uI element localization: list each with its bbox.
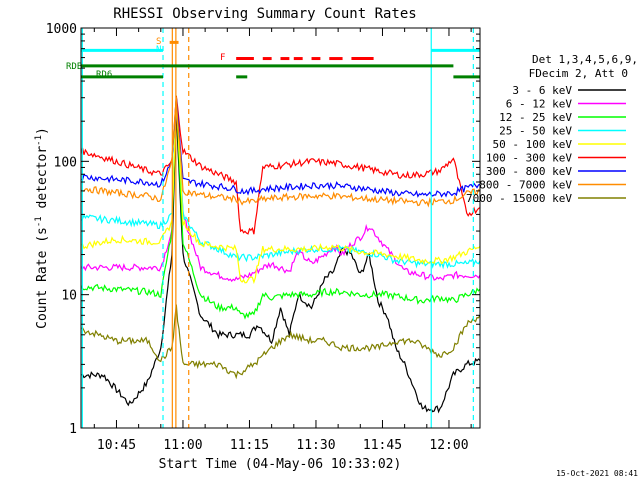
x-tick-label: 12:00 [429, 438, 468, 453]
y-tick-label: 10 [61, 289, 77, 304]
x-axis-label: Start Time (04-May-06 10:33:02) [159, 457, 402, 472]
x-tick-label: 11:30 [296, 438, 335, 453]
indicator-layer: NS F RDB RD6 [66, 28, 480, 428]
series-line-25-50-kev [81, 96, 480, 270]
y-label-sup2: -1 [34, 135, 44, 146]
legend-header-line1: Det 1,3,4,5,6,9, [532, 53, 638, 66]
indicator-label-decimation6: RD6 [96, 70, 112, 80]
y-tick-label: 100 [54, 155, 77, 170]
y-label-mid: detector [35, 146, 50, 217]
plot-frame [80, 27, 481, 429]
legend-label-12-25-kev: 12 - 25 keV [499, 111, 572, 124]
legend-label-7000-15000-kev: 7000 - 15000 keV [466, 192, 572, 205]
series-line-100-300-kev [81, 95, 480, 235]
legend-label-800-7000-kev: 800 - 7000 keV [479, 179, 572, 192]
x-tick-label: 11:15 [230, 438, 269, 453]
axis-layer: 1 10 100 1000 10:45 11:00 11:15 11:30 11:45 12:00 [46, 22, 481, 453]
legend-label-100-300-kev: 100 - 300 keV [486, 152, 572, 165]
legend-header-line2: FDecim 2, Att 0 [529, 67, 628, 80]
series-line-7000-15000-kev [81, 304, 480, 380]
y-axis-label: Count Rate (s-1 detector-1) [34, 127, 50, 329]
y-label-main: Count Rate (s [35, 227, 50, 329]
timestamp: 15-Oct-2021 08:41 [556, 469, 638, 478]
legend-label-50-100-kev: 50 - 100 keV [493, 138, 573, 151]
x-tick-label: 10:45 [97, 438, 136, 453]
x-tick-label: 11:00 [163, 438, 202, 453]
legend: Det 1,3,4,5,6,9, FDecim 2, Att 0 3 - 6 k… [466, 53, 638, 205]
series-line-50-100-kev [81, 95, 480, 285]
series-line-800-7000-kev [81, 96, 480, 208]
y-tick-label: 1 [69, 422, 77, 437]
y-label-sup1: -1 [34, 216, 44, 227]
series-line-3-6-kev [81, 110, 480, 414]
x-tick-label: 11:45 [363, 438, 402, 453]
chart-title: RHESSI Observing Summary Count Rates [113, 6, 416, 22]
indicator-label-decimation: RDB [66, 62, 82, 72]
indicator-label-attenuator: S [156, 37, 161, 47]
series-line-300-800-kev [81, 97, 480, 198]
indicator-label-night: N [156, 45, 161, 55]
series-line-6-12-kev [81, 99, 480, 283]
legend-label-25-50-kev: 25 - 50 keV [499, 125, 572, 138]
series-line-12-25-kev [81, 95, 480, 320]
y-tick-label: 1000 [46, 22, 77, 37]
y-label-end: ) [35, 127, 50, 135]
legend-label-6-12-kev: 6 - 12 keV [506, 98, 573, 111]
indicator-label-flare: F [220, 53, 225, 63]
legend-label-300-800-kev: 300 - 800 keV [486, 165, 572, 178]
legend-label-3-6-kev: 3 - 6 keV [512, 84, 572, 97]
series-layer [81, 95, 480, 414]
